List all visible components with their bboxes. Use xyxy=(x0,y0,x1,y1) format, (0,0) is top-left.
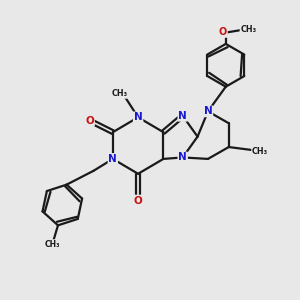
Text: N: N xyxy=(178,152,187,162)
Text: O: O xyxy=(85,116,94,126)
Text: N: N xyxy=(178,111,187,121)
Text: N: N xyxy=(204,106,212,116)
Text: N: N xyxy=(109,154,117,164)
Text: CH₃: CH₃ xyxy=(240,25,256,34)
Text: O: O xyxy=(134,196,142,206)
Text: CH₃: CH₃ xyxy=(44,240,60,249)
Text: CH₃: CH₃ xyxy=(111,89,128,98)
Text: O: O xyxy=(219,27,227,37)
Text: CH₃: CH₃ xyxy=(252,147,268,156)
Text: N: N xyxy=(134,112,142,122)
